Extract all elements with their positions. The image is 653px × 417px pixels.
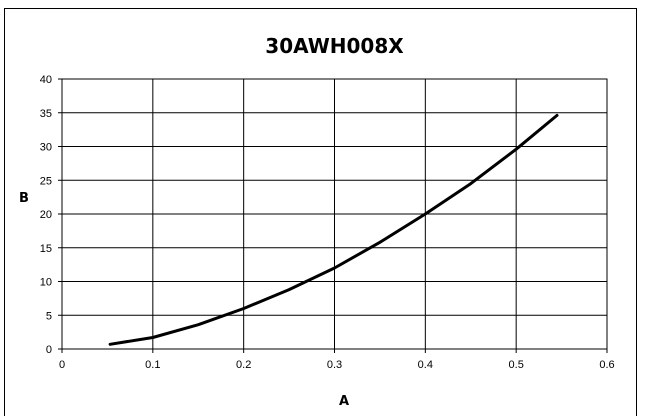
y-tick-label: 25: [40, 175, 52, 187]
y-tick-label: 20: [40, 209, 52, 221]
x-tick-label: 0.1: [145, 359, 160, 371]
grid-lines: [61, 78, 608, 350]
series-layer: [108, 113, 559, 346]
x-tick-label: 0.2: [236, 359, 251, 371]
y-tick-label: 0: [46, 344, 52, 356]
y-axis-ticks: 0 5 10 15 20 25 30 35 40: [40, 74, 62, 356]
y-tick-label: 30: [40, 142, 52, 154]
x-tick-label: 0.5: [509, 359, 524, 371]
y-tick-label: 5: [46, 310, 52, 322]
x-tick-label: 0.6: [599, 359, 614, 371]
y-tick-label: 15: [40, 243, 52, 255]
y-tick-label: 35: [40, 108, 52, 120]
x-tick-label: 0: [59, 359, 65, 371]
x-axis-ticks: 0 0.1 0.2 0.3 0.4 0.5 0.6: [59, 349, 615, 371]
series-line: [108, 113, 559, 346]
chart-title: 30AWH008X: [265, 34, 404, 58]
chart-frame: [4, 8, 637, 416]
y-tick-label: 10: [40, 277, 52, 289]
x-tick-label: 0.3: [327, 359, 342, 371]
x-axis-label: A: [338, 394, 350, 409]
x-tick-label: 0.4: [418, 359, 433, 371]
y-axis-label: B: [19, 191, 29, 206]
y-tick-label: 40: [40, 74, 52, 86]
